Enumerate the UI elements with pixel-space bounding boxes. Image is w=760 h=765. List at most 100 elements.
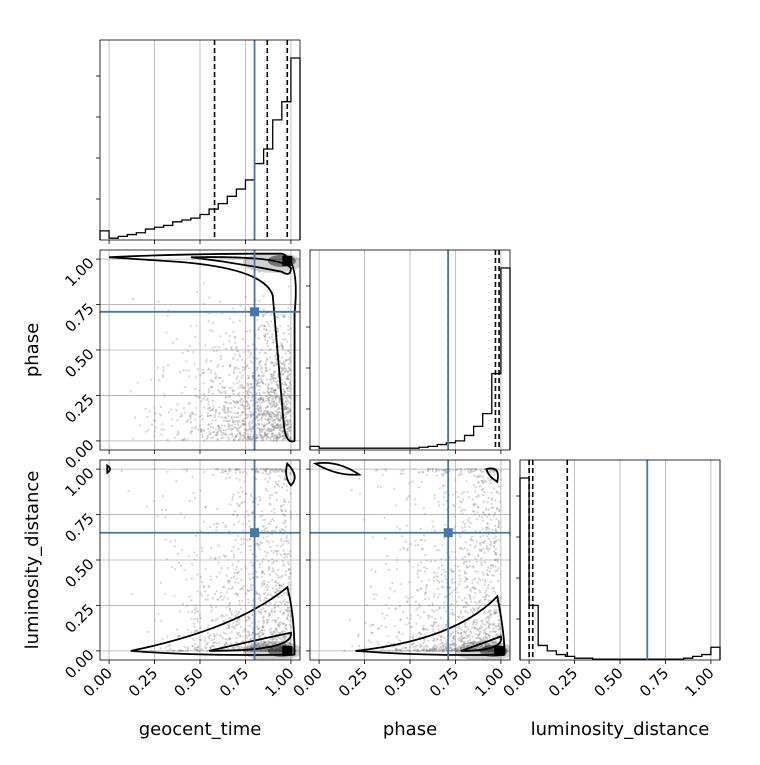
scatter-point — [256, 559, 259, 562]
scatter-point — [277, 387, 280, 390]
scatter-point — [283, 470, 286, 473]
scatter-point — [464, 578, 468, 581]
scatter-point — [232, 390, 235, 393]
scatter-point — [438, 643, 442, 646]
scatter-point — [369, 624, 372, 627]
scatter-point — [284, 405, 287, 409]
scatter-point — [266, 551, 269, 555]
scatter-point — [266, 432, 269, 435]
scatter-point — [260, 324, 263, 327]
scatter-point — [493, 513, 496, 516]
scatter-point — [285, 403, 289, 406]
scatter-point — [259, 360, 262, 363]
scatter-point — [195, 554, 198, 557]
scatter-point — [193, 335, 197, 338]
scatter-point — [224, 524, 227, 527]
scatter-point — [260, 422, 263, 426]
scatter-point — [272, 569, 275, 572]
scatter-point — [234, 624, 238, 627]
scatter-point — [262, 398, 265, 402]
scatter-point — [257, 337, 260, 340]
scatter-point — [436, 596, 440, 599]
scatter-point — [280, 313, 283, 316]
scatter-point — [289, 554, 292, 558]
scatter-point — [238, 622, 241, 625]
scatter-point — [185, 470, 188, 473]
scatter-point — [425, 649, 428, 652]
scatter-point — [283, 403, 286, 406]
scatter-point — [229, 469, 232, 472]
scatter-point — [260, 348, 263, 352]
scatter-point — [449, 646, 452, 649]
scatter-point — [396, 558, 399, 562]
scatter-point — [199, 617, 202, 620]
scatter-point — [195, 395, 198, 399]
scatter-point — [283, 612, 286, 615]
scatter-point — [285, 359, 288, 362]
scatter-point — [265, 383, 268, 386]
scatter-point — [262, 616, 265, 619]
scatter-point — [288, 641, 292, 645]
scatter-point — [461, 508, 464, 511]
scatter-point — [477, 606, 480, 610]
scatter-point — [444, 625, 447, 628]
scatter-point — [487, 508, 491, 511]
scatter-point — [271, 517, 274, 521]
scatter-point — [281, 594, 284, 597]
scatter-point — [224, 555, 227, 558]
scatter-point — [266, 391, 269, 394]
scatter-point — [251, 649, 254, 653]
scatter-point — [267, 422, 271, 425]
scatter-point — [487, 626, 491, 629]
scatter-point — [449, 567, 452, 571]
scatter-point — [490, 506, 493, 509]
scatter-point — [285, 358, 288, 362]
scatter-point — [235, 571, 239, 574]
scatter-point — [255, 644, 258, 647]
scatter-point — [268, 565, 271, 568]
scatter-point — [258, 635, 262, 638]
scatter-point — [421, 538, 424, 542]
scatter-point — [205, 358, 208, 361]
scatter-point — [219, 357, 223, 361]
scatter-point — [245, 389, 248, 393]
scatter-point — [275, 426, 279, 429]
scatter-point — [270, 549, 273, 552]
scatter-point — [276, 581, 280, 585]
scatter-point — [244, 429, 247, 432]
scatter-point — [261, 632, 265, 635]
scatter-point — [426, 649, 429, 652]
scatter-point — [229, 503, 232, 506]
scatter-point — [233, 556, 236, 559]
scatter-point — [435, 474, 439, 477]
scatter-point — [247, 435, 250, 438]
scatter-point — [258, 361, 261, 364]
scatter-point — [438, 649, 441, 652]
scatter-point — [286, 434, 289, 437]
scatter-point — [274, 421, 277, 424]
scatter-point — [404, 540, 407, 544]
scatter-point — [230, 432, 234, 436]
scatter-point — [267, 397, 270, 400]
scatter-point — [256, 633, 259, 636]
scatter-point — [497, 519, 500, 522]
scatter-point — [277, 485, 281, 488]
scatter-point — [257, 642, 260, 645]
scatter-point — [287, 563, 291, 566]
scatter-point — [257, 627, 260, 631]
scatter-point — [441, 644, 444, 647]
scatter-point — [476, 553, 480, 556]
scatter-point — [278, 631, 282, 634]
scatter-point — [478, 627, 482, 630]
scatter-point — [283, 362, 286, 366]
scatter-point — [432, 637, 436, 641]
y-tick-label: 1.00 — [61, 464, 97, 500]
scatter-point — [499, 627, 502, 630]
scatter-point — [487, 643, 491, 646]
scatter-point — [439, 648, 443, 651]
scatter-point — [150, 378, 153, 381]
scatter-point — [154, 411, 157, 415]
scatter-point — [260, 375, 263, 378]
scatter-point — [245, 510, 248, 513]
scatter-point — [278, 637, 281, 640]
